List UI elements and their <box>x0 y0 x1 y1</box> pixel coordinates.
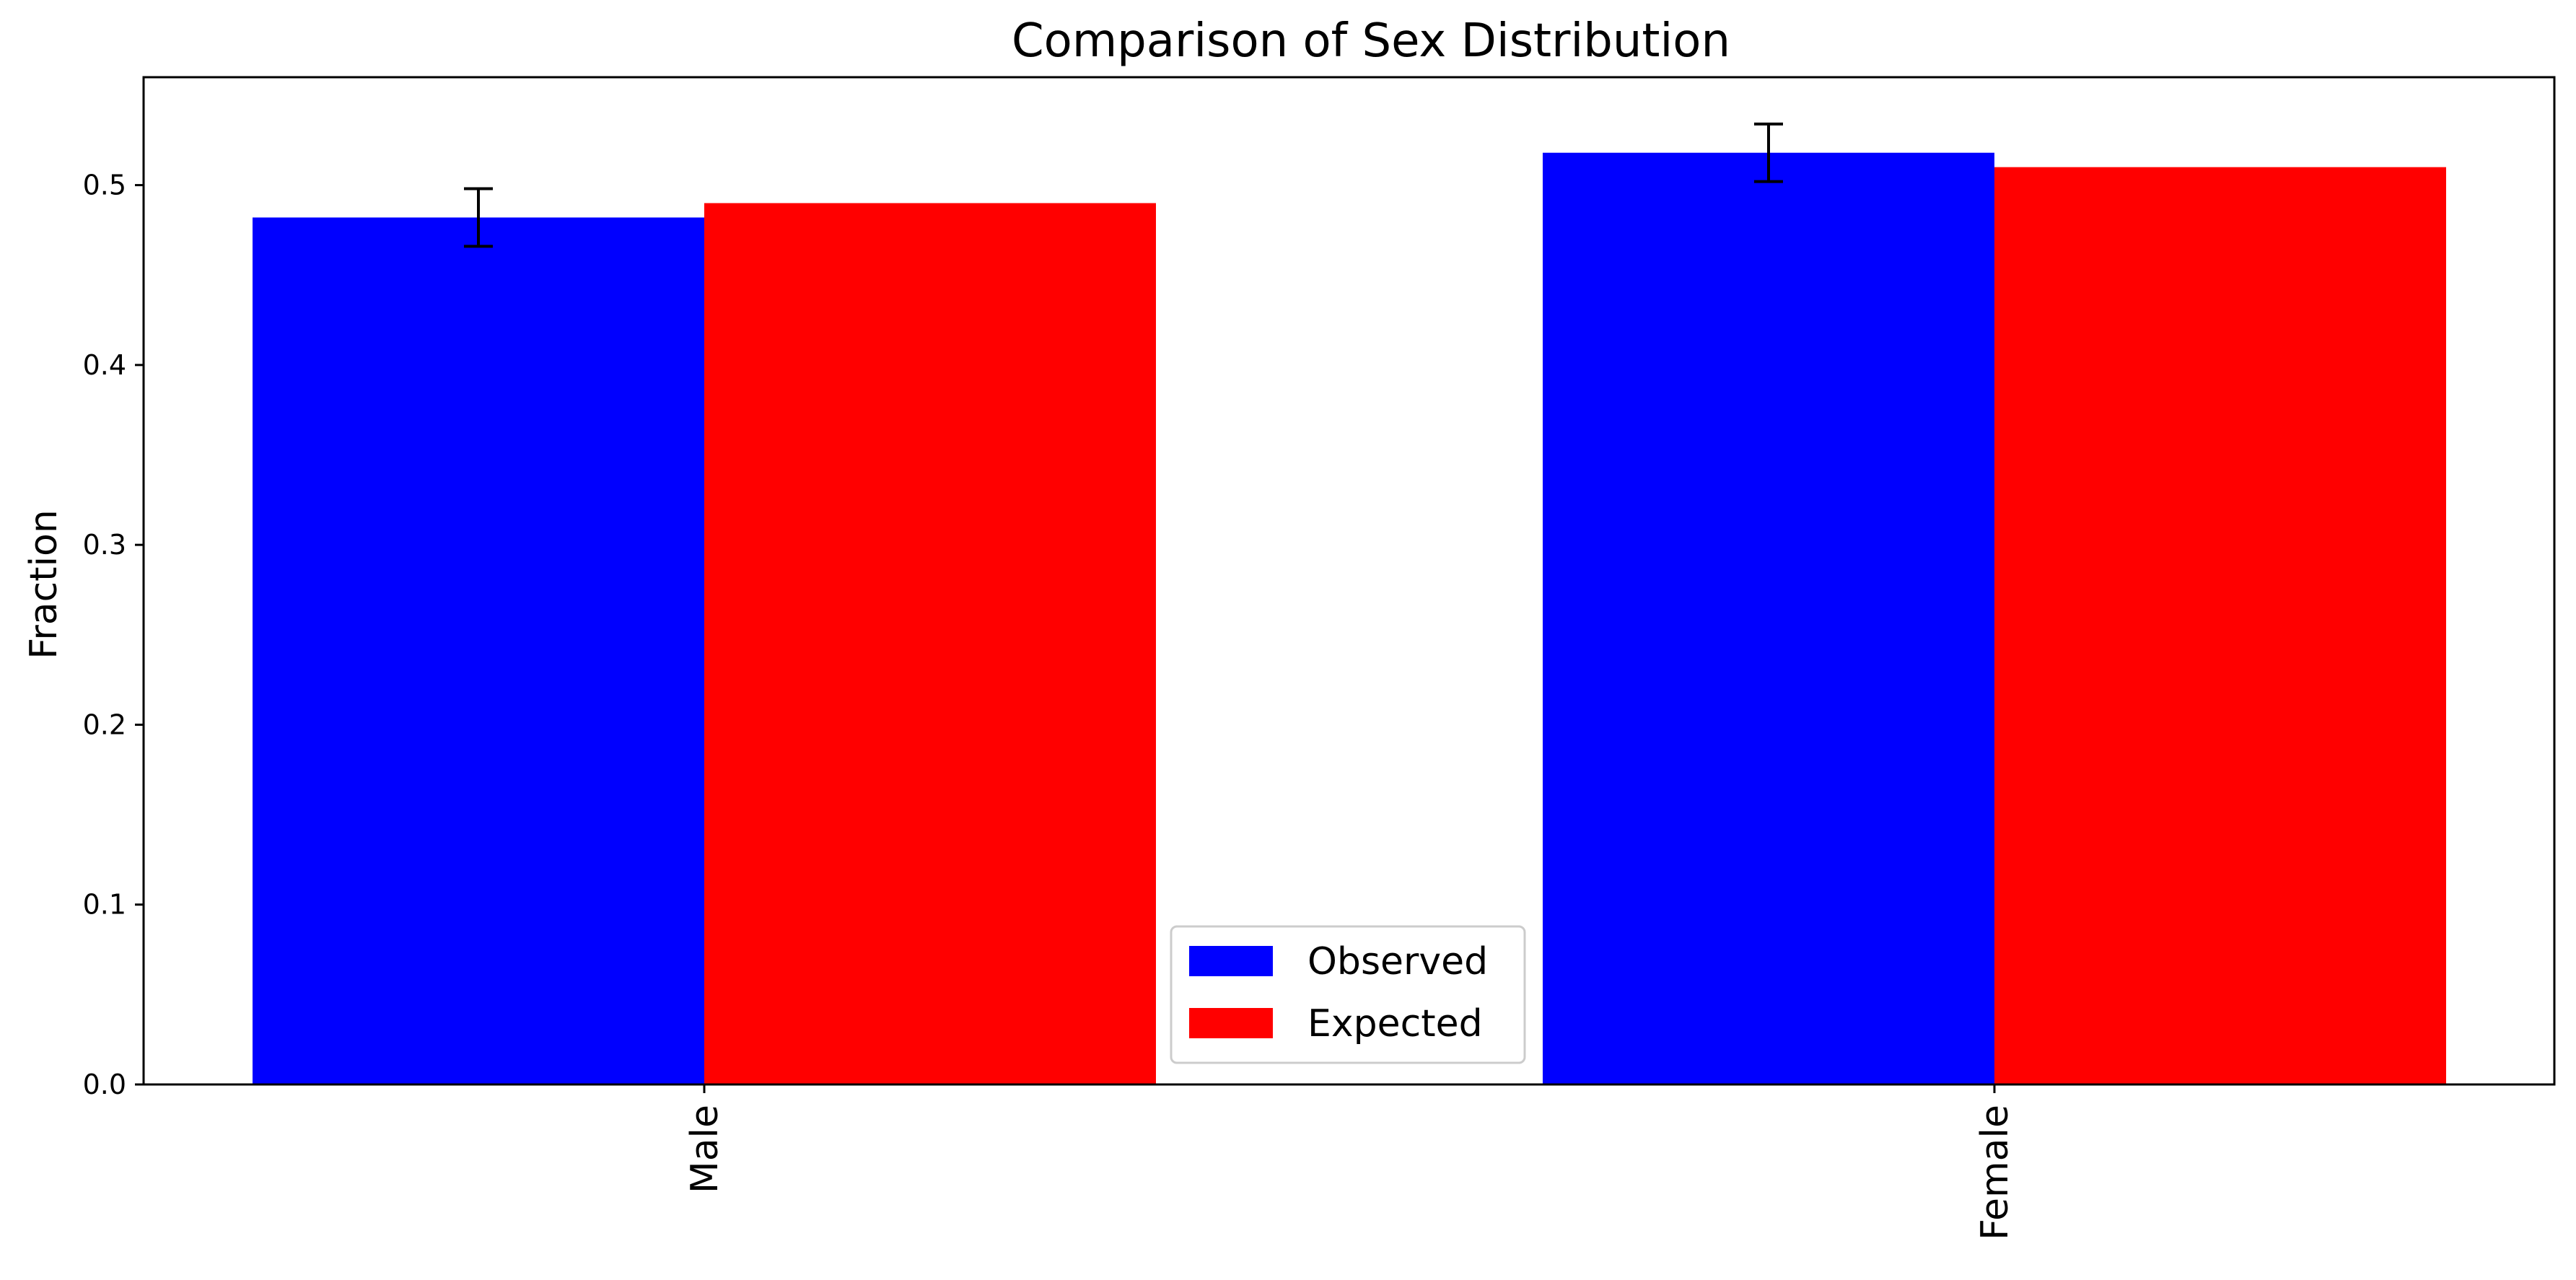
legend-label-expected: Expected <box>1307 1002 1483 1046</box>
legend: Observed Expected <box>1170 925 1526 1064</box>
legend-label-observed: Observed <box>1307 940 1488 983</box>
bars-layer <box>253 152 2446 1085</box>
y-tick-label: 0.3 <box>83 529 126 561</box>
bar-expected-female <box>1994 167 2446 1085</box>
bar-observed-female <box>1543 152 1994 1085</box>
legend-swatch-expected <box>1189 1008 1273 1038</box>
y-tick-label: 0.1 <box>83 889 126 921</box>
chart-title: Comparison of Sex Distribution <box>1012 14 1730 68</box>
bar-expected-male <box>704 203 1156 1084</box>
x-tick-label-female: Female <box>1973 1105 2017 1240</box>
y-axis-ticks: 0.0 0.1 0.2 0.3 0.4 0.5 <box>83 170 144 1100</box>
error-bars-layer <box>464 122 1783 248</box>
y-axis-label: Fraction <box>22 509 66 659</box>
y-tick-label: 0.5 <box>83 170 126 201</box>
legend-swatch-observed <box>1189 946 1273 976</box>
error-bar-observed-female <box>1754 122 1783 183</box>
x-tick-label-male: Male <box>683 1105 727 1193</box>
error-bar-observed-male <box>464 187 493 248</box>
plot-area-frame <box>142 76 2556 1086</box>
y-tick-label: 0.2 <box>83 709 126 740</box>
x-axis-ticks: Male Female <box>683 1084 2017 1240</box>
bar-observed-male <box>253 217 704 1084</box>
y-tick-label: 0.4 <box>83 349 126 381</box>
y-tick-label: 0.0 <box>83 1069 126 1100</box>
